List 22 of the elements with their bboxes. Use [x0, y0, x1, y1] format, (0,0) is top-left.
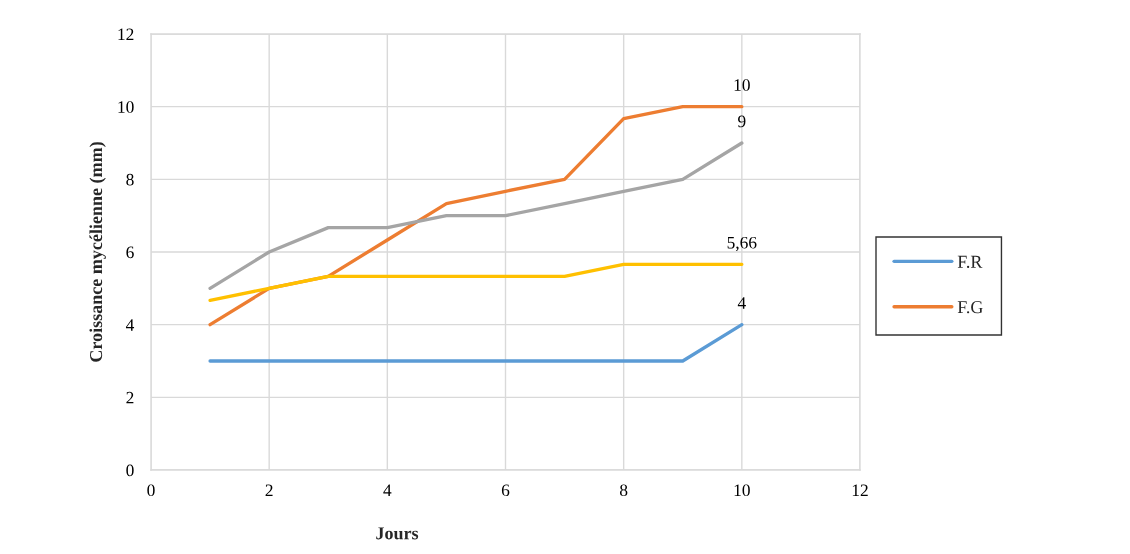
- x-tick-label: 10: [734, 484, 750, 497]
- y-axis-title: Croissance mycélienne (mm): [89, 142, 106, 362]
- y-tick-label: 4: [125, 319, 135, 331]
- x-axis-title: Jours: [376, 527, 419, 540]
- x-tick-label: 0: [147, 484, 155, 497]
- data-label: 5,66: [727, 236, 757, 252]
- y-tick-label: 12: [118, 28, 134, 41]
- data-label: 10: [734, 79, 750, 91]
- y-tick-label: 0: [126, 464, 134, 477]
- y-tick-label: 10: [118, 101, 134, 113]
- x-tick-label: 8: [619, 484, 628, 497]
- legend-label: F.R: [957, 255, 983, 268]
- x-tick-label: 12: [852, 484, 868, 496]
- data-label: 4: [737, 297, 746, 309]
- x-tick-label: 6: [501, 484, 510, 497]
- x-tick-label: 4: [383, 484, 392, 496]
- data-label: 9: [738, 115, 746, 128]
- y-tick-label: 6: [126, 246, 134, 259]
- x-tick-label: 2: [265, 484, 273, 496]
- y-tick-label: 2: [126, 391, 134, 404]
- legend-label: F.G: [957, 301, 983, 314]
- y-tick-label: 8: [126, 173, 134, 186]
